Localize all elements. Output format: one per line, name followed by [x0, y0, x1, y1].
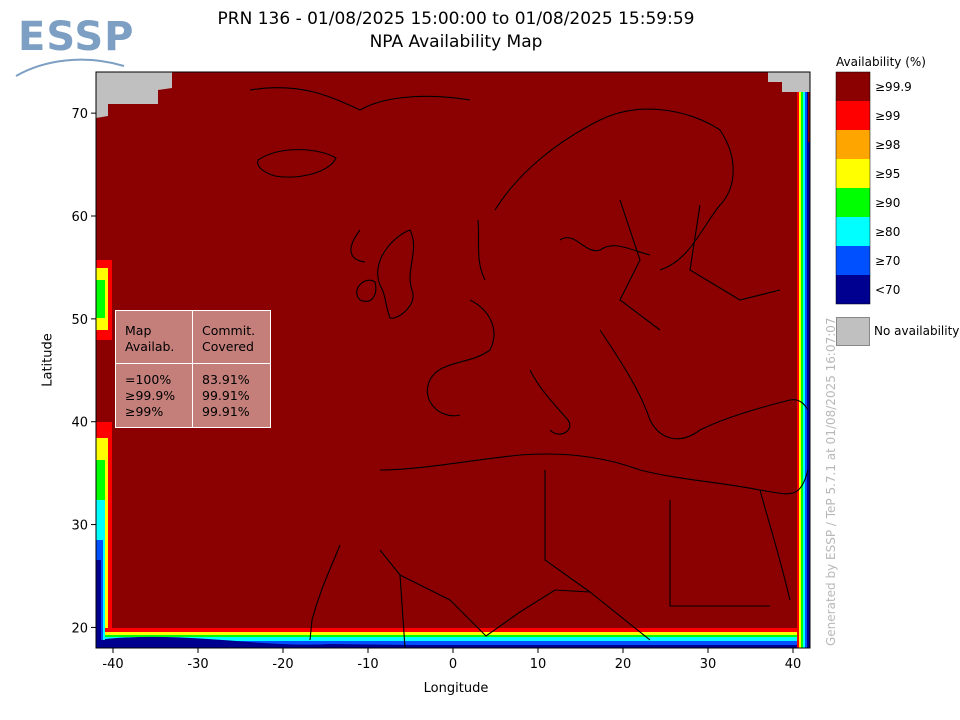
coastline [379, 453, 809, 495]
coastline [477, 219, 486, 281]
legend-label: ≥70 [875, 254, 901, 268]
stats-col1-header-line1: Map [125, 323, 152, 338]
legend-swatch [836, 217, 870, 246]
availability-band [96, 560, 101, 640]
page-title: PRN 136 - 01/08/2025 15:00:00 to 01/08/2… [217, 9, 695, 29]
legend-label: ≥90 [875, 196, 901, 210]
y-tick-label: 70 [71, 107, 88, 122]
coastline [377, 229, 415, 319]
x-tick-label: -10 [357, 657, 378, 672]
legend-label: ≥95 [875, 167, 901, 181]
availability-band [96, 635, 810, 637]
availability-band [96, 637, 810, 641]
stats-covered-value: 99.91% [202, 388, 250, 403]
legend-swatch [836, 130, 870, 159]
coastline [559, 237, 651, 256]
coastline [249, 87, 471, 111]
logo-swoosh [15, 58, 125, 77]
x-tick-label: -20 [272, 657, 293, 672]
legend-swatch [836, 246, 870, 275]
coastline [494, 108, 734, 271]
coastline [529, 369, 571, 435]
x-tick-label: 10 [530, 657, 547, 672]
legend-label: ≥80 [875, 225, 901, 239]
y-axis-label: Latitude [40, 333, 56, 387]
legend-no-availability-swatch [836, 317, 870, 346]
stats-col2-header: Commit. Covered [202, 323, 255, 355]
stats-covered-value: 83.91% [202, 372, 250, 387]
legend-swatch [836, 101, 870, 130]
coastline [356, 279, 377, 302]
coastline [426, 299, 495, 417]
stats-col1-header: Map Availab. [125, 323, 174, 355]
availability-band [96, 280, 105, 318]
x-axis-label: Longitude [423, 681, 489, 696]
stats-level: =100% [125, 372, 172, 387]
logo-text: ESSP [18, 14, 135, 60]
availability-band [96, 628, 810, 632]
stats-levels: =100% ≥99.9% ≥99% [125, 372, 175, 420]
coastline [544, 470, 591, 593]
coastline [350, 229, 366, 263]
stats-covered: 83.91% 99.91% 99.91% [202, 372, 250, 420]
availability-band [807, 92, 810, 648]
x-tick-label: -40 [102, 657, 123, 672]
coastline [599, 329, 701, 440]
stats-level: ≥99.9% [125, 388, 176, 403]
availability-band [96, 632, 810, 635]
x-tick-label: -30 [187, 657, 208, 672]
no-availability-area [768, 72, 810, 92]
x-tick-label: 30 [700, 657, 717, 672]
legend-swatch [836, 275, 870, 304]
coverage-stats-table: Map Availab. Commit. Covered =100% ≥99.9… [115, 310, 271, 428]
coastline [309, 544, 341, 641]
coastline [699, 399, 809, 431]
stats-col1-header-line2: Availab. [125, 339, 175, 354]
legend-label: <70 [875, 283, 901, 297]
y-tick-label: 60 [71, 210, 88, 225]
availability-band [808, 92, 810, 142]
x-tick-label: 0 [449, 657, 457, 672]
page-subtitle: NPA Availability Map [369, 32, 543, 52]
legend-swatch [836, 159, 870, 188]
legend-no-availability-label: No availability [874, 324, 960, 338]
coastline [669, 500, 770, 607]
legend-swatch [836, 188, 870, 217]
legend-label: ≥99 [875, 109, 901, 123]
stats-covered-value: 99.91% [202, 404, 250, 419]
stats-col2-header-line2: Covered [202, 339, 254, 354]
stats-level: ≥99% [125, 404, 164, 419]
stats-col2-header-line1: Commit. [202, 323, 256, 338]
legend-swatch [836, 72, 870, 101]
availability-band [96, 636, 420, 648]
coastline [759, 489, 791, 601]
coastline [689, 204, 781, 301]
availability-band [96, 645, 810, 648]
y-tick-label: 30 [71, 519, 88, 534]
legend-label: ≥99.9 [875, 80, 912, 94]
y-tick-label: 20 [71, 621, 88, 636]
coastline [257, 149, 337, 178]
x-tick-label: 20 [615, 657, 632, 672]
y-tick-label: 50 [71, 313, 88, 328]
generated-watermark: Generated by ESSP / TeP 5.7.1 at 01/08/2… [824, 317, 838, 646]
no-availability-area [96, 72, 172, 118]
coastline [619, 199, 661, 331]
legend-label: ≥98 [875, 138, 901, 152]
legend-title: Availability (%) [836, 55, 926, 69]
availability-band [96, 641, 810, 645]
y-tick-label: 40 [71, 416, 88, 431]
essp-logo: ESSP [14, 14, 134, 80]
legend-frame [835, 71, 871, 305]
x-tick-label: 40 [785, 657, 802, 672]
